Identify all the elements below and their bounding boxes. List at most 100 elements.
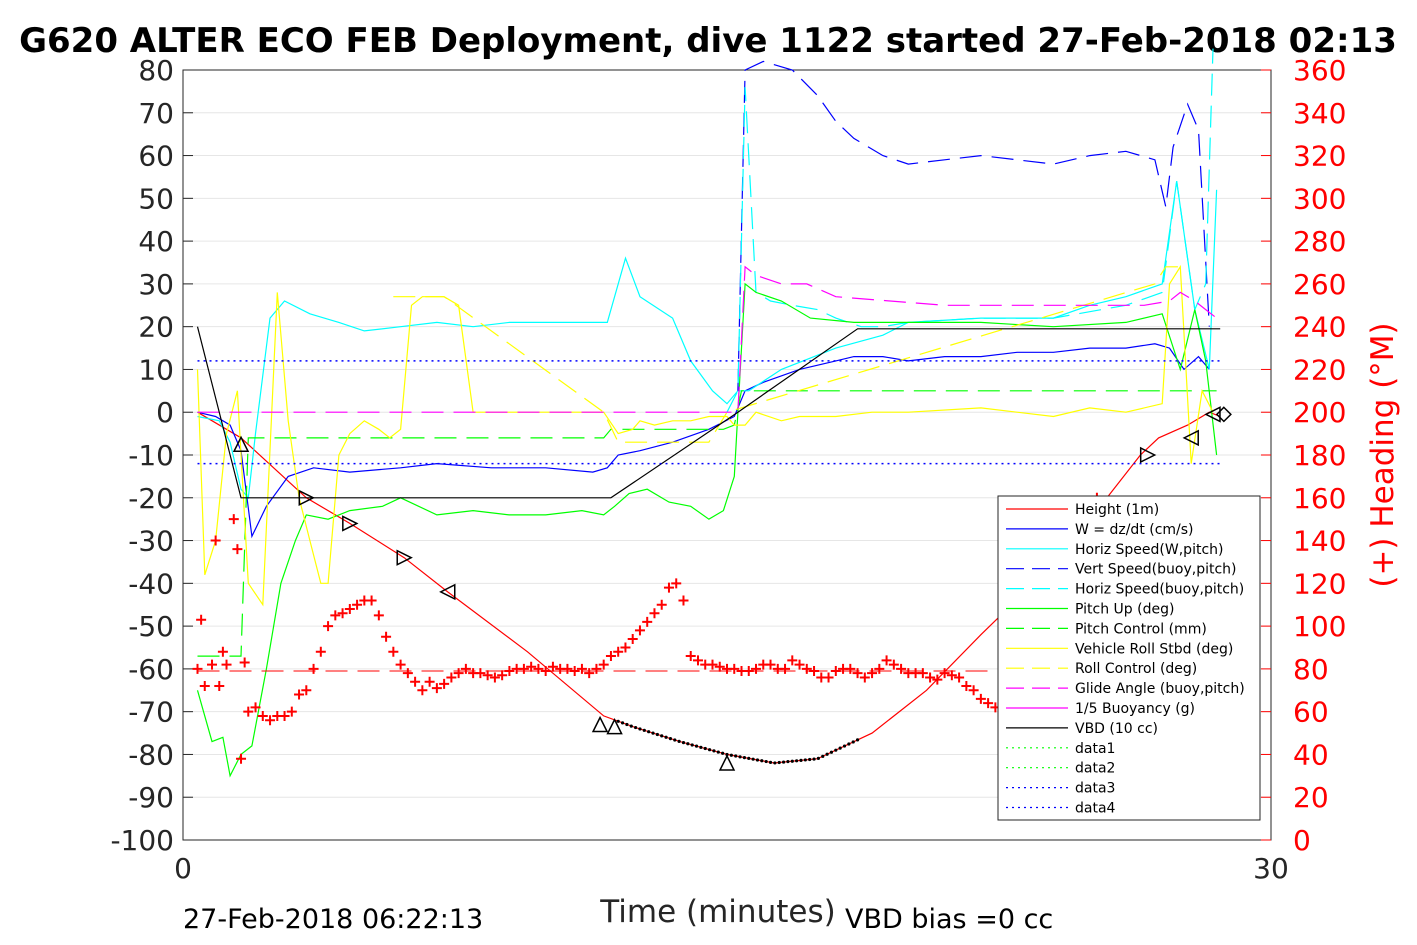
x-tick-label: 30 xyxy=(1253,852,1289,885)
heading-point xyxy=(402,668,413,679)
y-tick-label: -10 xyxy=(128,439,174,472)
series-line-glide-angle-buoy-pitch- xyxy=(197,265,1217,413)
heading-point xyxy=(217,646,228,657)
y-tick-label: 80 xyxy=(138,54,174,87)
triangle-right-marker xyxy=(1139,446,1157,464)
height-dot xyxy=(712,749,716,753)
heading-point xyxy=(210,535,221,546)
height-dot xyxy=(812,757,816,761)
heading-point xyxy=(685,651,696,662)
heading-point xyxy=(540,666,551,677)
height-dot xyxy=(668,737,673,741)
heading-point xyxy=(743,666,754,677)
height-dot xyxy=(707,748,712,752)
heading-point xyxy=(627,633,638,644)
heading-point xyxy=(896,663,907,674)
heading-point xyxy=(605,651,616,662)
x-axis: 0 30 xyxy=(174,852,1289,885)
height-dot xyxy=(829,750,834,754)
heading-point xyxy=(692,655,703,666)
heading-point xyxy=(765,659,776,670)
heading-point xyxy=(373,610,384,621)
height-dot xyxy=(751,757,755,761)
heading-point xyxy=(279,710,290,721)
height-dot xyxy=(716,750,720,754)
heading-point xyxy=(504,666,515,677)
heading-point xyxy=(323,621,334,632)
heading-point xyxy=(381,631,392,642)
triangle-up-marker xyxy=(232,435,250,453)
right-tick-label: 60 xyxy=(1293,696,1329,729)
legend-label: data3 xyxy=(1075,781,1115,797)
heading-point xyxy=(221,659,232,670)
triangle-up-marker xyxy=(718,754,736,771)
heading-point xyxy=(809,666,820,677)
heading-point xyxy=(649,608,660,619)
height-dot xyxy=(795,759,799,763)
height-dot xyxy=(755,758,760,762)
series-line-horiz-speed-w-pitch- xyxy=(197,181,1218,500)
heading-point xyxy=(236,753,247,764)
heading-point xyxy=(228,514,239,525)
heading-point xyxy=(714,661,725,672)
heading-point xyxy=(286,706,297,717)
footer-vbd-bias: VBD bias =0 cc xyxy=(845,904,1053,935)
height-dot xyxy=(677,739,681,743)
heading-point xyxy=(932,674,943,685)
heading-point xyxy=(975,693,986,704)
heading-point xyxy=(562,663,573,674)
legend-label: Vehicle Roll Stbd (deg) xyxy=(1075,641,1233,657)
y-tick-label: -20 xyxy=(128,482,174,515)
heading-point xyxy=(257,710,268,721)
heading-point xyxy=(678,595,689,606)
right-tick-label: 180 xyxy=(1293,439,1346,472)
legend-label: Glide Angle (buoy,pitch) xyxy=(1075,681,1245,697)
heading-point xyxy=(584,668,595,679)
y-tick-label: 20 xyxy=(138,311,174,344)
heading-point xyxy=(482,670,493,681)
series-line-vert-speed-buoy-pitch- xyxy=(737,60,1210,391)
right-tick-label: 300 xyxy=(1293,182,1346,215)
heading-point xyxy=(569,666,580,677)
height-dot xyxy=(638,727,642,731)
triangle-left-marker xyxy=(1204,406,1221,423)
legend-label: data1 xyxy=(1075,741,1115,757)
height-dot xyxy=(808,757,812,762)
heading-point xyxy=(729,663,740,674)
right-tick-label: 120 xyxy=(1293,567,1346,600)
right-tick-label: 200 xyxy=(1293,396,1346,429)
right-tick-label: 40 xyxy=(1293,738,1329,771)
heading-point xyxy=(801,663,812,674)
footer-timestamp: 27-Feb-2018 06:22:13 xyxy=(183,904,483,935)
heading-point xyxy=(954,672,965,683)
legend-label: Roll Control (deg) xyxy=(1075,661,1197,677)
y-tick-label: -80 xyxy=(128,738,174,771)
right-tick-label: 340 xyxy=(1293,97,1346,130)
heading-point xyxy=(547,661,558,672)
heading-point xyxy=(366,595,377,606)
triangle-right-marker xyxy=(396,549,413,566)
heading-point xyxy=(460,663,471,674)
heading-point xyxy=(330,610,341,621)
right-tick-label: 320 xyxy=(1293,140,1346,173)
y-tick-label: -50 xyxy=(128,610,174,643)
height-dot xyxy=(625,722,629,727)
height-dot xyxy=(764,759,768,764)
heading-point xyxy=(337,608,348,619)
heading-point xyxy=(620,642,631,653)
height-dot xyxy=(642,728,646,732)
heading-point xyxy=(925,672,936,683)
height-dot xyxy=(703,746,707,751)
height-dot xyxy=(734,754,738,758)
heading-point xyxy=(410,676,421,687)
heading-point xyxy=(192,663,203,674)
left-y-axis: 80 70 60 50 40 30 20 10 0 -10 -20 -30 -40 -50 -60 -70 -8… xyxy=(110,54,193,857)
height-dot xyxy=(620,721,625,725)
height-dot xyxy=(729,753,733,757)
right-tick-label: 160 xyxy=(1293,482,1346,515)
height-dot xyxy=(803,758,807,762)
height-dot xyxy=(838,746,842,750)
right-tick-label: 220 xyxy=(1293,353,1346,386)
height-dot xyxy=(760,759,764,763)
